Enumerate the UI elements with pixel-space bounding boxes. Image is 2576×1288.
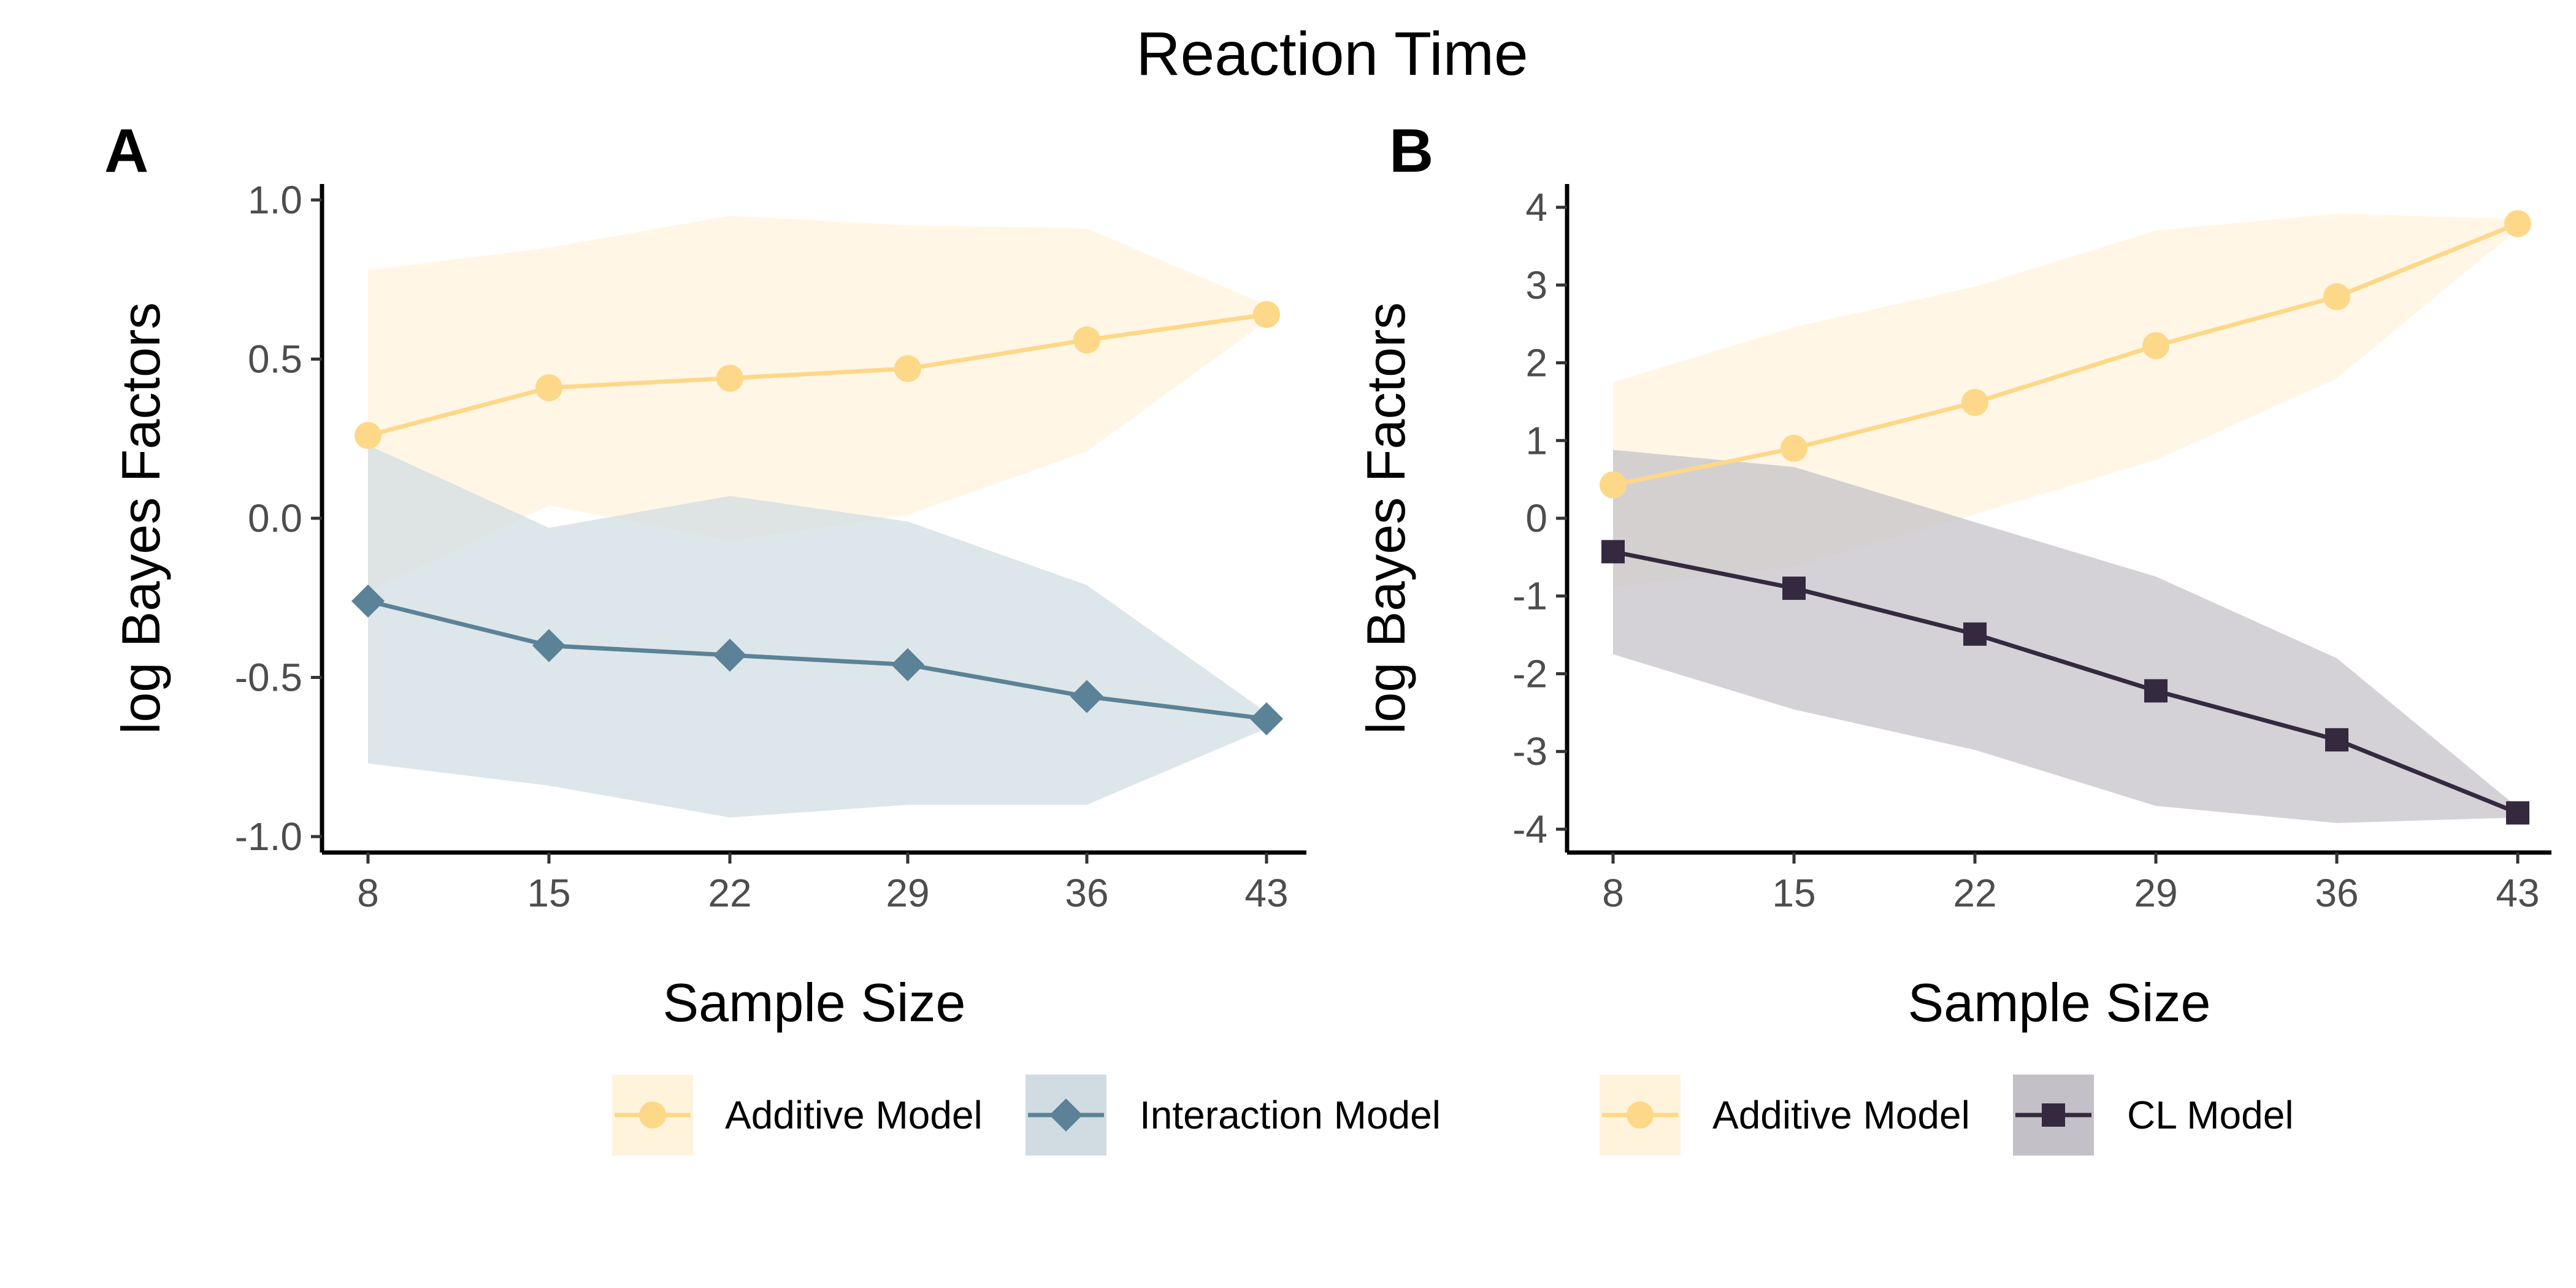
legend-label-0: Additive Model (1712, 1093, 1970, 1137)
legend-entry-1: CL Model (2013, 1075, 2294, 1156)
series-1-line (367, 599, 1267, 721)
x-tick-label-2: 22 (1953, 871, 1996, 915)
series-1-point-2 (713, 638, 746, 672)
series-1-point-1 (1782, 577, 1806, 600)
y-tick-label-3: 0.5 (248, 337, 302, 381)
x-tick-label-4: 36 (1065, 871, 1108, 915)
y-tick-label-6: 2 (1525, 341, 1547, 385)
series-0-point-5 (1253, 301, 1280, 328)
y-tick-label-7: 3 (1525, 263, 1547, 307)
y-tick-label-1: -3 (1512, 729, 1547, 773)
legend-entry-0: Additive Model (1600, 1075, 1970, 1156)
y-tick-label-3: -1 (1512, 574, 1547, 618)
y-tick-label-2: -2 (1512, 651, 1547, 696)
x-axis-title: Sample Size (662, 972, 965, 1033)
series-1-point-4 (1070, 680, 1103, 713)
series-0-point-4 (2323, 283, 2350, 310)
legend-label-1: Interaction Model (1140, 1093, 1441, 1137)
legend-entry-1: Interaction Model (1025, 1075, 1441, 1156)
series-1-point-2 (1963, 622, 1987, 646)
x-tick-label-0: 8 (357, 871, 379, 915)
legend-key-0-marker (1627, 1102, 1654, 1129)
y-tick-label-8: 4 (1525, 185, 1547, 229)
series-1-line (1612, 550, 2519, 815)
series-1-point-5 (2506, 801, 2529, 825)
series-0-point-1 (1781, 434, 1807, 462)
series-1-point-1 (532, 629, 565, 662)
series-1-point-0 (1601, 540, 1625, 564)
legend-label-0: Additive Model (725, 1093, 983, 1137)
x-tick-label-3: 29 (886, 871, 929, 915)
y-tick-label-4: 1.0 (248, 178, 302, 222)
panel-label: B (1389, 117, 1433, 185)
series-1-point-3 (891, 648, 924, 681)
panel-b: -4 -3 -2 -1 0 1 2 3 4 8 15 22 29 36 43 Sample Size log B… (1355, 117, 2551, 1156)
figure-title: Reaction Time (1136, 20, 1528, 88)
series-0-point-3 (2142, 332, 2169, 359)
series-0-point-2 (1961, 389, 1988, 416)
x-tick-label-2: 22 (708, 871, 751, 915)
y-tick-label-0: -4 (1512, 807, 1547, 851)
series-1-point-4 (2325, 728, 2348, 752)
series-1-point-0 (351, 584, 385, 618)
y-tick-label-0: -1.0 (235, 815, 302, 859)
panel-a: -1.0 -0.5 0.0 0.5 1.0 8 15 22 29 36 43 Sample Size l… (104, 117, 1441, 1156)
x-tick-label-4: 36 (2315, 871, 2358, 915)
x-tick-label-1: 15 (527, 871, 570, 915)
y-tick-label-4: 0 (1525, 496, 1547, 540)
band-1-area (1613, 450, 2518, 823)
x-tick-label-5: 43 (1244, 871, 1288, 915)
panel-label: A (104, 117, 148, 185)
series-0-line (367, 312, 1267, 438)
series-0-point-2 (716, 364, 743, 392)
y-axis-title: log Bayes Factors (110, 302, 171, 734)
x-tick-label-3: 29 (2134, 871, 2177, 915)
series-0-point-3 (894, 355, 921, 383)
x-tick-label-0: 8 (1602, 871, 1624, 915)
series-1-point-3 (2144, 679, 2168, 703)
series-0-point-0 (1600, 471, 1627, 499)
x-tick-label-5: 43 (2496, 871, 2539, 915)
legend-label-1: CL Model (2127, 1093, 2294, 1137)
series-1-point-5 (1250, 702, 1283, 735)
series-0-point-4 (1073, 326, 1100, 354)
series-0-point-1 (535, 374, 562, 402)
x-tick-label-1: 15 (1772, 871, 1815, 915)
series-0-point-5 (2504, 210, 2531, 237)
band-1-area (368, 445, 1267, 818)
legend-entry-0: Additive Model (612, 1075, 983, 1156)
legend-key-1-marker (1049, 1098, 1083, 1132)
legend-key-1-marker (2042, 1103, 2065, 1127)
band-0-area (368, 215, 1267, 592)
series-0-point-0 (355, 422, 381, 450)
legend-key-0-marker (639, 1102, 666, 1129)
y-axis-title: log Bayes Factors (1355, 302, 1416, 734)
series-0-line (1612, 221, 2519, 487)
y-tick-label-2: 0.0 (248, 496, 302, 540)
y-tick-label-1: -0.5 (235, 656, 302, 700)
y-tick-label-5: 1 (1525, 418, 1547, 462)
x-axis-title: Sample Size (1907, 972, 2210, 1033)
